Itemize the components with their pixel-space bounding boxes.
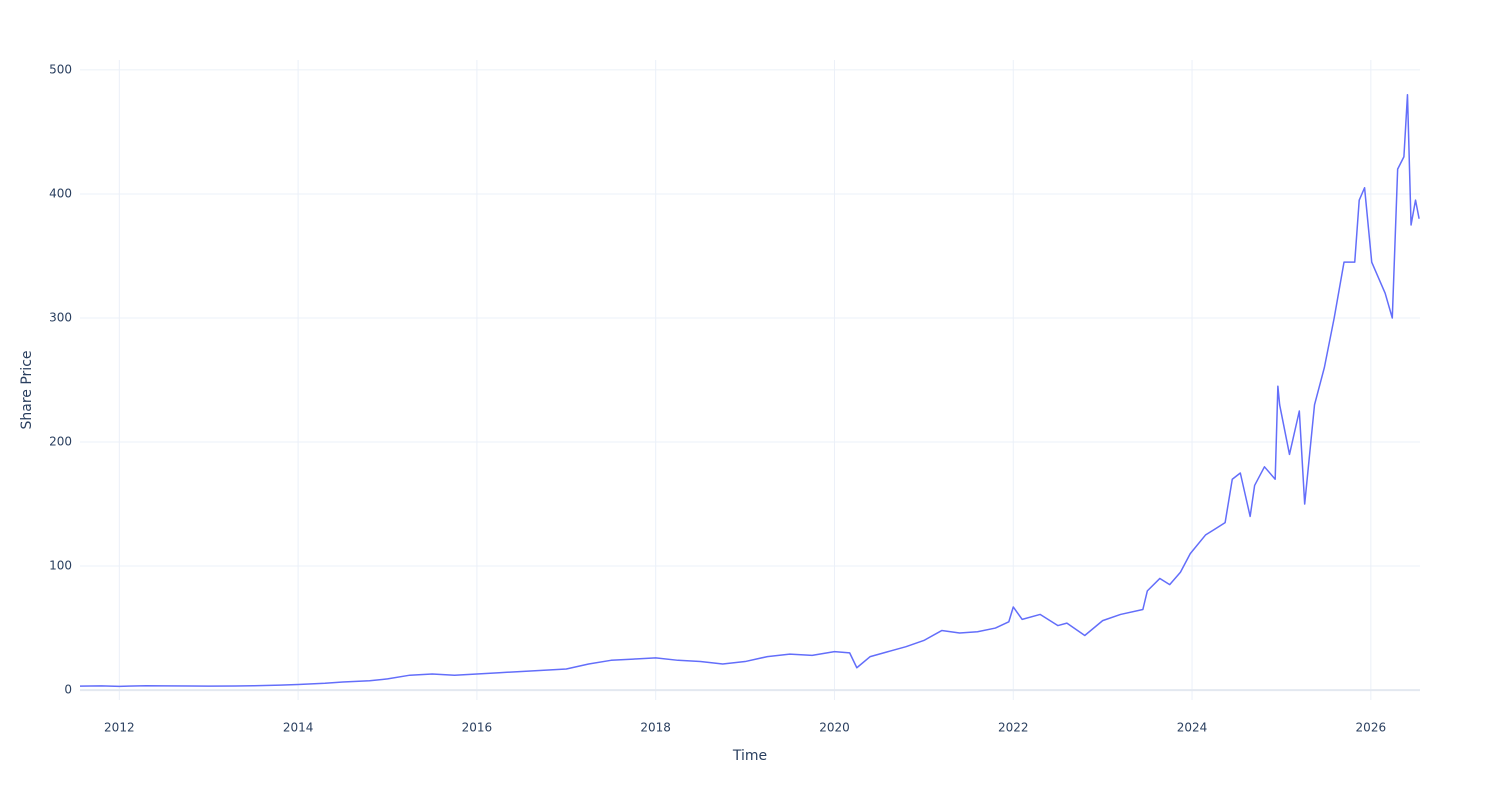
- y-tick-label: 500: [49, 62, 72, 76]
- x-tick-label: 2014: [283, 721, 314, 735]
- y-axis-title: Share Price: [19, 350, 35, 429]
- y-tick-label: 100: [49, 559, 72, 573]
- x-tick-label: 2018: [640, 721, 671, 735]
- y-tick-label: 300: [49, 310, 72, 324]
- x-tick-label: 2024: [1177, 721, 1208, 735]
- x-axis-title: Time: [732, 748, 767, 764]
- x-tick-label: 2016: [462, 721, 493, 735]
- y-tick-label: 0: [64, 683, 72, 697]
- x-tick-label: 2022: [998, 721, 1029, 735]
- y-tick-label: 200: [49, 435, 72, 449]
- y-tick-label: 400: [49, 186, 72, 200]
- x-tick-label: 2026: [1356, 721, 1387, 735]
- x-tick-label: 2020: [819, 721, 850, 735]
- price-line: [79, 93, 1420, 688]
- x-tick-label: 2012: [104, 721, 135, 735]
